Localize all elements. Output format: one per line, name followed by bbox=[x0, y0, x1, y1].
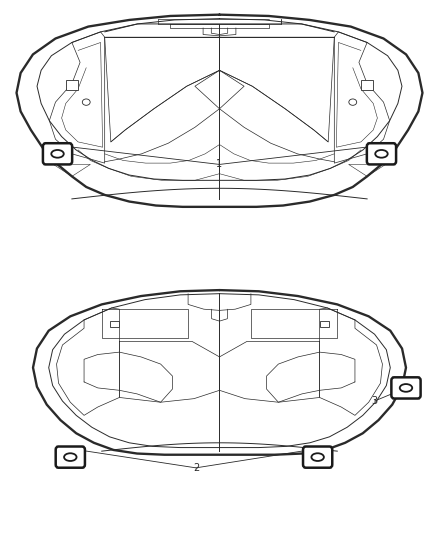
Ellipse shape bbox=[311, 453, 323, 461]
Bar bbox=[110, 321, 119, 327]
Text: 2: 2 bbox=[192, 463, 198, 473]
FancyBboxPatch shape bbox=[366, 143, 395, 165]
FancyBboxPatch shape bbox=[56, 447, 85, 468]
Ellipse shape bbox=[348, 99, 356, 106]
Text: 3: 3 bbox=[371, 396, 377, 406]
Bar bbox=[360, 79, 372, 90]
Ellipse shape bbox=[82, 99, 90, 106]
Bar bbox=[319, 321, 328, 327]
Bar bbox=[66, 79, 78, 90]
FancyBboxPatch shape bbox=[43, 143, 72, 165]
FancyBboxPatch shape bbox=[302, 447, 332, 468]
Ellipse shape bbox=[399, 384, 411, 392]
Ellipse shape bbox=[374, 150, 387, 158]
Ellipse shape bbox=[51, 150, 64, 158]
FancyBboxPatch shape bbox=[391, 377, 420, 399]
Text: 1: 1 bbox=[216, 159, 222, 169]
Ellipse shape bbox=[64, 453, 76, 461]
